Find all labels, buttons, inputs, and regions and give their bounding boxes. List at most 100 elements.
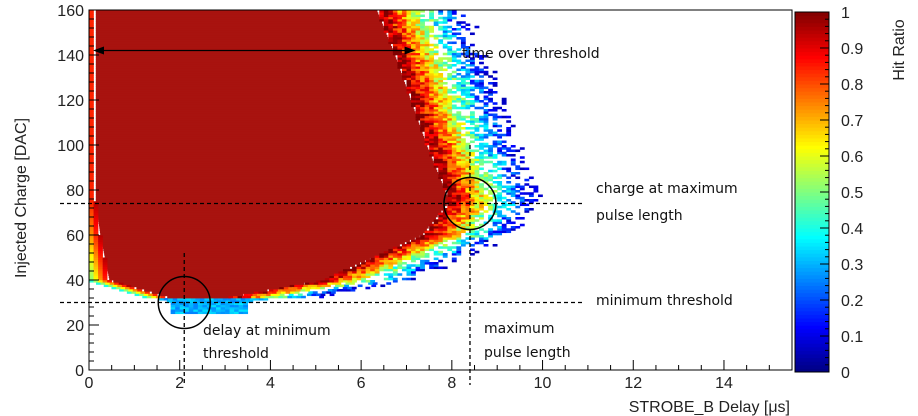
heatmap-bin bbox=[388, 277, 394, 281]
heatmap-bin bbox=[447, 145, 453, 148]
heatmap-bin bbox=[258, 298, 264, 301]
heatmap-bin bbox=[492, 106, 498, 110]
heatmap-bin bbox=[383, 255, 389, 258]
heatmap-bin bbox=[312, 291, 318, 294]
heatmap-bin bbox=[100, 282, 106, 285]
heatmap-bin bbox=[465, 160, 471, 164]
heatmap-bin bbox=[420, 266, 425, 270]
heatmap-bin bbox=[392, 246, 398, 249]
heatmap-bin bbox=[479, 88, 484, 92]
heatmap-bin bbox=[406, 57, 412, 60]
heatmap-bin bbox=[397, 41, 403, 45]
heatmap-bin bbox=[424, 84, 430, 87]
colorbar-segment bbox=[795, 307, 829, 312]
heatmap-bin bbox=[460, 21, 466, 24]
heatmap-core-row bbox=[104, 255, 375, 258]
heatmap-bin bbox=[89, 136, 94, 139]
heatmap-bin bbox=[497, 210, 503, 213]
heatmap-bin bbox=[180, 300, 186, 303]
heatmap-bin bbox=[388, 266, 394, 270]
heatmap-bin bbox=[424, 41, 430, 45]
heatmap-bin bbox=[243, 311, 249, 315]
heatmap-core-row bbox=[95, 55, 396, 58]
heatmap-bin bbox=[465, 142, 471, 146]
heatmap-bin bbox=[456, 111, 462, 114]
heatmap-bin bbox=[433, 100, 439, 103]
heatmap-bin bbox=[510, 160, 516, 164]
colorbar-segment bbox=[795, 163, 829, 168]
heatmap-bin bbox=[438, 109, 444, 112]
heatmap-bin bbox=[89, 75, 94, 78]
heatmap-bin bbox=[456, 163, 462, 166]
heatmap-bin bbox=[304, 282, 310, 285]
heatmap-bin bbox=[401, 23, 407, 27]
heatmap-core-row bbox=[95, 93, 410, 96]
heatmap-bin bbox=[420, 46, 425, 49]
heatmap-bin bbox=[483, 176, 489, 180]
heatmap-bin bbox=[474, 194, 480, 198]
heatmap-bin bbox=[429, 124, 434, 128]
heatmap-bin bbox=[321, 291, 327, 294]
heatmap-bin bbox=[474, 160, 480, 164]
heatmap-core-row bbox=[95, 86, 407, 90]
heatmap-bin bbox=[433, 136, 439, 139]
colorbar-segment bbox=[795, 159, 829, 164]
heatmap-bin bbox=[401, 16, 407, 20]
heatmap-bin bbox=[356, 273, 362, 276]
heatmap-bin bbox=[102, 271, 108, 274]
heatmap-bin bbox=[438, 235, 444, 238]
z-axis-title: Hit Ratio bbox=[891, 19, 908, 80]
heatmap-bin bbox=[442, 88, 448, 92]
heatmap-bin bbox=[429, 120, 434, 123]
heatmap-bin bbox=[388, 275, 394, 279]
heatmap-bin bbox=[456, 32, 462, 36]
heatmap-bin bbox=[98, 271, 103, 274]
heatmap-bin bbox=[492, 133, 498, 137]
heatmap-bin bbox=[401, 43, 407, 47]
heatmap-bin bbox=[465, 75, 471, 78]
heatmap-bin bbox=[98, 262, 103, 265]
heatmap-bin bbox=[447, 120, 453, 123]
colorbar-segment bbox=[795, 73, 829, 78]
heatmap-bin bbox=[397, 48, 403, 51]
heatmap-bin bbox=[252, 293, 258, 297]
heatmap-bin bbox=[492, 118, 498, 121]
heatmap-bin bbox=[460, 221, 466, 225]
heatmap-core-row bbox=[95, 192, 447, 195]
heatmap-bin bbox=[429, 239, 434, 243]
heatmap-bin bbox=[433, 19, 439, 22]
heatmap-bin bbox=[460, 147, 466, 150]
heatmap-bin bbox=[474, 203, 480, 207]
heatmap-bin bbox=[168, 298, 173, 301]
heatmap-bin bbox=[429, 102, 434, 105]
heatmap-bin bbox=[333, 275, 339, 279]
heatmap-bin bbox=[352, 280, 357, 283]
heatmap-bin bbox=[483, 55, 489, 58]
heatmap-bin bbox=[415, 73, 421, 76]
heatmap-bin bbox=[406, 10, 412, 13]
colorbar-segment bbox=[795, 346, 829, 351]
heatmap-bin bbox=[460, 52, 466, 56]
heatmap-bin bbox=[272, 291, 277, 294]
heatmap-bin bbox=[442, 16, 448, 20]
heatmap-bin bbox=[420, 259, 425, 263]
heatmap-bin bbox=[451, 199, 457, 202]
colorbar-segment bbox=[795, 69, 829, 74]
heatmap-bin bbox=[429, 106, 434, 110]
heatmap-bin bbox=[438, 246, 444, 249]
colorbar-tick-label: 0.6 bbox=[841, 149, 863, 166]
heatmap-bin bbox=[89, 100, 94, 103]
heatmap-core-row bbox=[144, 289, 268, 292]
heatmap-bin bbox=[438, 147, 444, 150]
heatmap-bin bbox=[451, 230, 457, 234]
heatmap-bin bbox=[451, 115, 457, 119]
heatmap-bin bbox=[474, 181, 480, 184]
heatmap-bin bbox=[411, 70, 416, 74]
heatmap-bin bbox=[339, 284, 345, 288]
heatmap-core-row bbox=[95, 77, 404, 81]
heatmap-bin bbox=[469, 208, 475, 211]
heatmap-bin bbox=[406, 250, 412, 254]
heatmap-bin bbox=[211, 311, 217, 315]
heatmap-bin bbox=[338, 280, 344, 283]
heatmap-bin bbox=[98, 255, 103, 258]
